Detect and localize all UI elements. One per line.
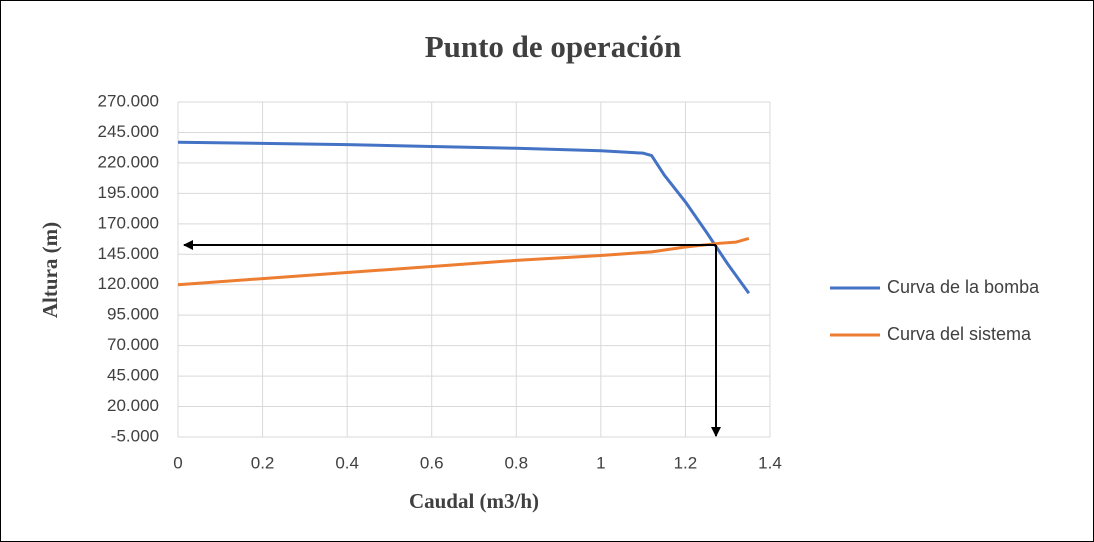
series-line xyxy=(177,236,750,287)
y-axis-title: Altura (m) xyxy=(38,222,62,318)
y-tick-label: 170.000 xyxy=(98,213,159,232)
y-tick-label: 195.000 xyxy=(98,183,159,202)
y-tick-label: 45.000 xyxy=(107,366,159,385)
x-tick-label: 0.2 xyxy=(251,453,275,472)
x-tick-label: 0.6 xyxy=(420,453,444,472)
legend-label: Curva del sistema xyxy=(887,324,1032,344)
legend-label: Curva de la bomba xyxy=(887,277,1040,297)
y-tick-label: 220.000 xyxy=(98,152,159,171)
x-tick-label: 0.8 xyxy=(504,453,528,472)
x-tick-label: 1.4 xyxy=(758,453,782,472)
chart-title: Punto de operación xyxy=(425,29,682,64)
x-tick-label: 1 xyxy=(596,453,605,472)
y-tick-label: 20.000 xyxy=(107,396,159,415)
y-tick-label: 70.000 xyxy=(107,335,159,354)
x-tick-label: 1.2 xyxy=(674,453,698,472)
y-tick-label: -5.000 xyxy=(111,426,159,445)
y-tick-label: 95.000 xyxy=(107,305,159,324)
y-tick-label: 145.000 xyxy=(98,244,159,263)
series-line xyxy=(177,140,751,295)
y-tick-label: 270.000 xyxy=(98,91,159,110)
y-tick-label: 120.000 xyxy=(98,274,159,293)
x-tick-label: 0 xyxy=(173,453,182,472)
y-tick-label: 245.000 xyxy=(98,122,159,141)
x-axis-title: Caudal (m3/h) xyxy=(409,489,539,513)
x-tick-label: 0.4 xyxy=(335,453,359,472)
